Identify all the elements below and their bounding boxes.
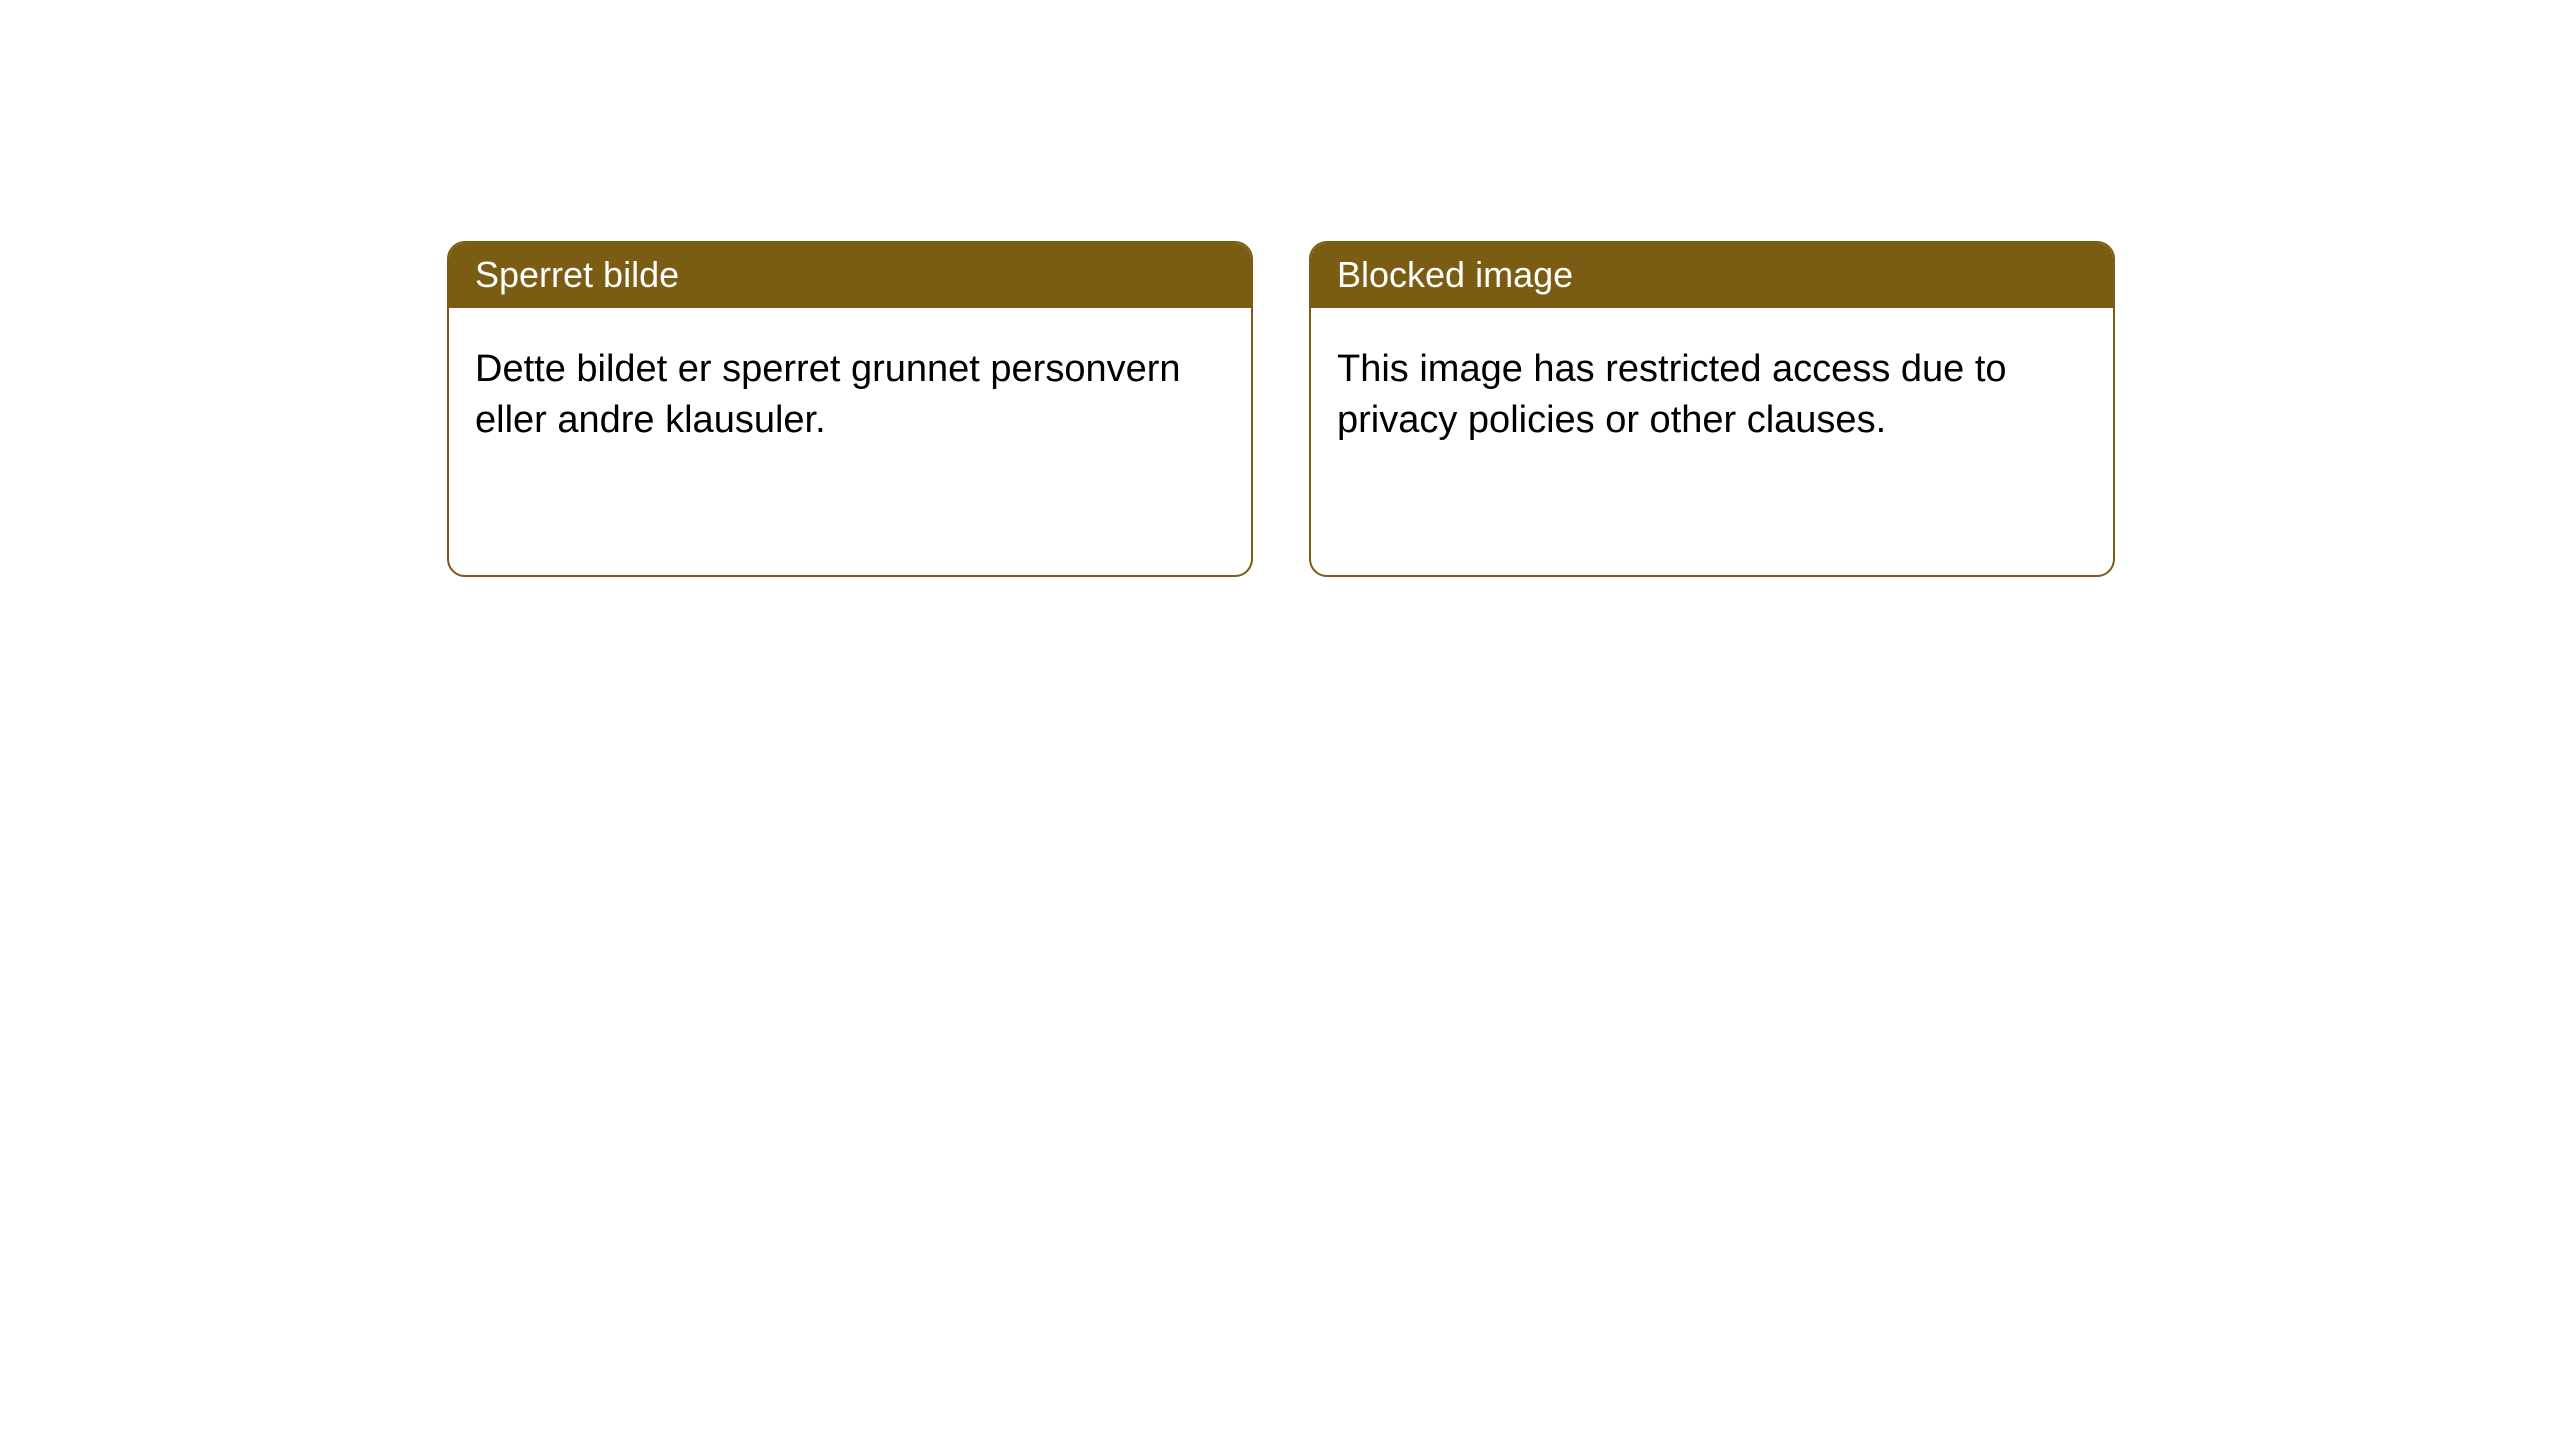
card-title: Sperret bilde	[475, 254, 679, 295]
blocked-image-card-en: Blocked image This image has restricted …	[1309, 241, 2115, 577]
card-title: Blocked image	[1337, 254, 1573, 295]
card-body: This image has restricted access due to …	[1311, 308, 2113, 467]
notice-container: Sperret bilde Dette bildet er sperret gr…	[0, 0, 2560, 577]
card-header: Sperret bilde	[449, 243, 1251, 308]
card-body: Dette bildet er sperret grunnet personve…	[449, 308, 1251, 467]
card-header: Blocked image	[1311, 243, 2113, 308]
card-body-text: Dette bildet er sperret grunnet personve…	[475, 348, 1181, 441]
card-body-text: This image has restricted access due to …	[1337, 348, 2007, 441]
blocked-image-card-no: Sperret bilde Dette bildet er sperret gr…	[447, 241, 1253, 577]
